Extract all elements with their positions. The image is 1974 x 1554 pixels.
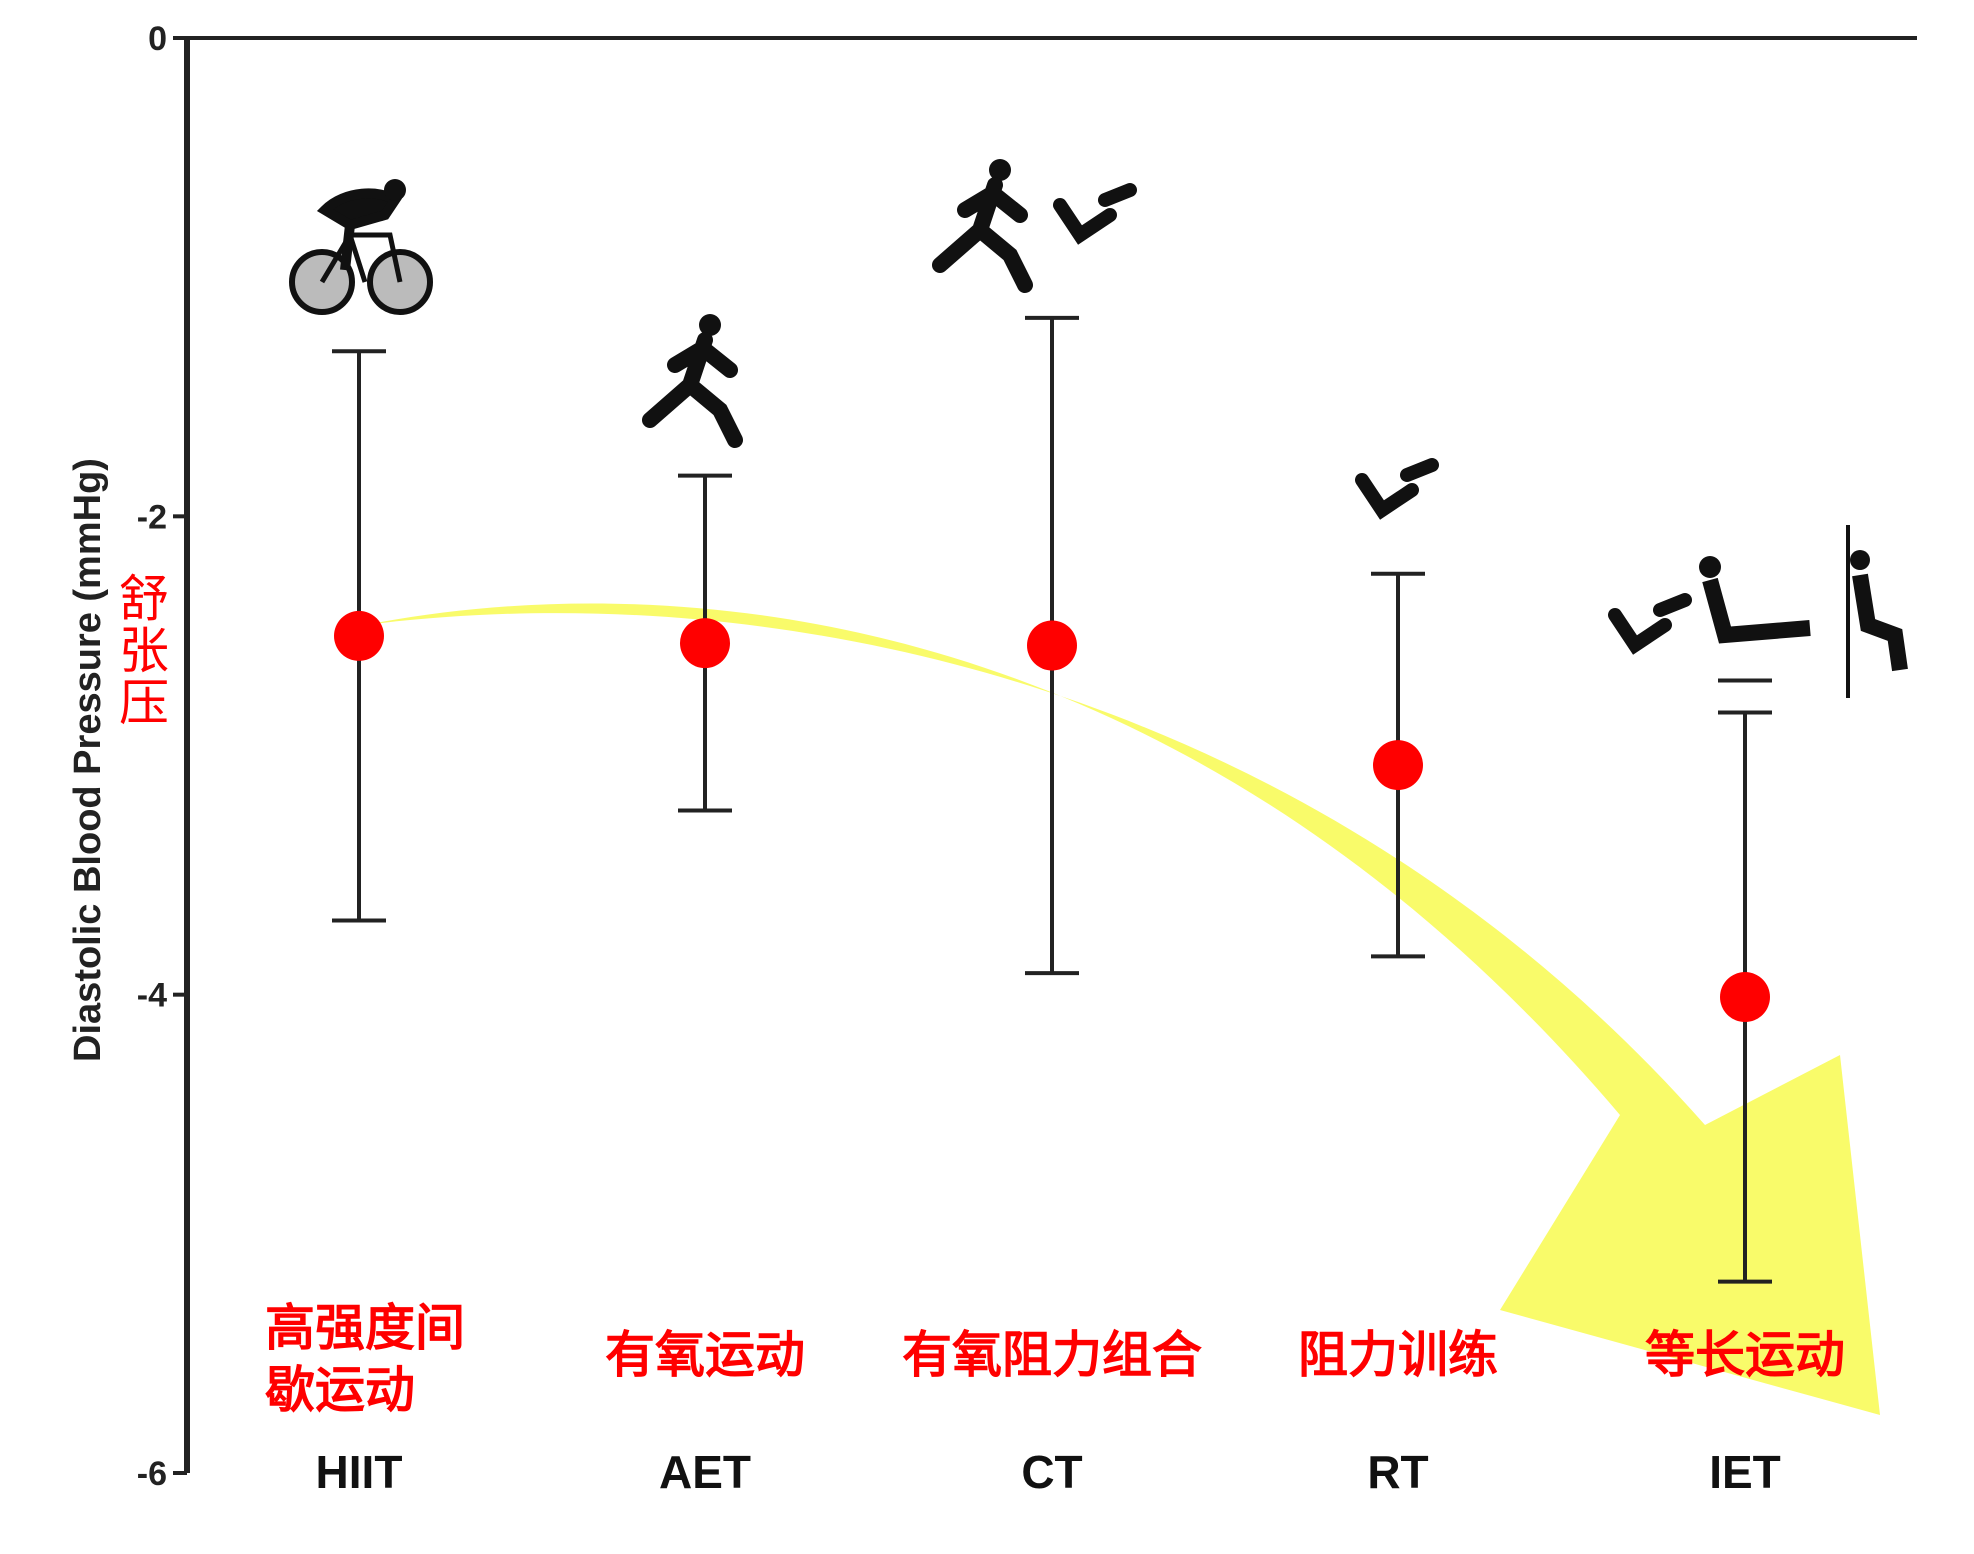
data-point xyxy=(1373,740,1423,791)
head xyxy=(699,314,721,336)
wall-sit xyxy=(1852,573,1908,672)
y-tick-label: 0 xyxy=(148,20,167,58)
category-annotation: 有氧运动 xyxy=(605,1326,805,1384)
y-axis-annotation: 舒张压 xyxy=(111,572,169,728)
x-tick-label: HIIT xyxy=(316,1446,403,1498)
category-annotation: 阻力训练 xyxy=(1298,1326,1498,1384)
data-point xyxy=(334,610,384,661)
leg-extension xyxy=(1702,577,1811,644)
trend-arrow xyxy=(365,603,1880,1415)
running-and-weightlifting-icon xyxy=(932,159,1137,293)
head xyxy=(1699,556,1721,578)
y-tick-label: -4 xyxy=(137,977,167,1015)
x-tick-label: IET xyxy=(1709,1446,1781,1498)
y-axis-label: Diastolic Blood Pressure (mmHg) xyxy=(67,458,109,1062)
category-annotation: 有氧阻力组合 xyxy=(902,1326,1202,1384)
y-tick-label: -2 xyxy=(137,498,167,536)
head xyxy=(384,179,406,201)
head xyxy=(1850,550,1870,570)
data-point xyxy=(680,618,730,669)
head xyxy=(989,159,1011,181)
runner-body xyxy=(642,332,743,448)
x-tick-label: RT xyxy=(1367,1446,1428,1498)
category-annotation: 等长运动 xyxy=(1645,1326,1845,1384)
rider xyxy=(316,188,402,271)
y-tick-label: -6 xyxy=(137,1455,167,1493)
category-annotation: 高强度间 xyxy=(265,1299,465,1357)
running-icon xyxy=(642,314,743,448)
weightlifting-icon xyxy=(1355,458,1439,520)
isometric-exercise-icon xyxy=(1608,525,1908,698)
data-point xyxy=(1027,620,1077,671)
runner-body xyxy=(932,177,1033,293)
x-tick-label: CT xyxy=(1021,1446,1082,1498)
curl-arm xyxy=(1608,593,1692,655)
x-tick-label: AET xyxy=(659,1446,751,1498)
curl-arm xyxy=(1053,183,1137,245)
data-point xyxy=(1720,972,1770,1023)
curl-arm xyxy=(1355,458,1439,520)
category-annotation: 歇运动 xyxy=(265,1361,415,1419)
cycling-icon xyxy=(289,179,433,315)
